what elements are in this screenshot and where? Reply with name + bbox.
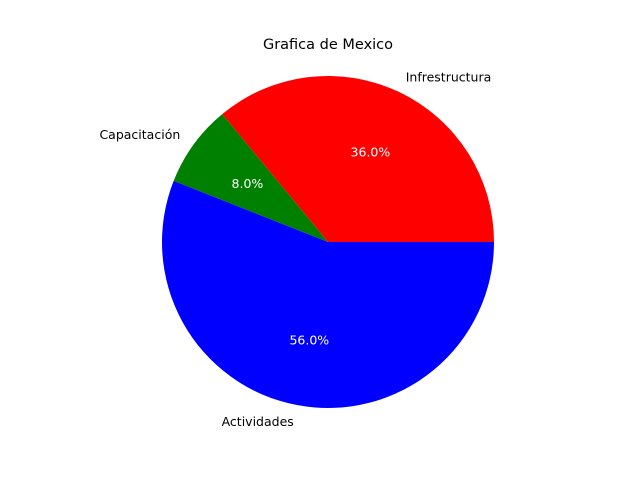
slice-percent-capacitacion: 8.0%	[232, 176, 264, 191]
pie-slice-infrestructura	[222, 76, 494, 242]
pie-slice-capacitacion	[173, 114, 328, 242]
slice-label-infrestructura: Infrestructura	[406, 69, 492, 84]
pie-slices	[161, 76, 494, 408]
pie-slice-actividades	[161, 180, 494, 408]
pie-labels: Infrestructura 36.0% Capacitación 8.0% Activ…	[99, 69, 491, 429]
slice-label-actividades: Actividades	[222, 414, 294, 429]
slice-label-capacitacion: Capacitación	[99, 127, 180, 142]
slice-percent-infrestructura: 36.0%	[351, 144, 391, 159]
chart-title: Grafica de Mexico	[263, 37, 393, 53]
slice-percent-actividades: 56.0%	[289, 332, 329, 347]
